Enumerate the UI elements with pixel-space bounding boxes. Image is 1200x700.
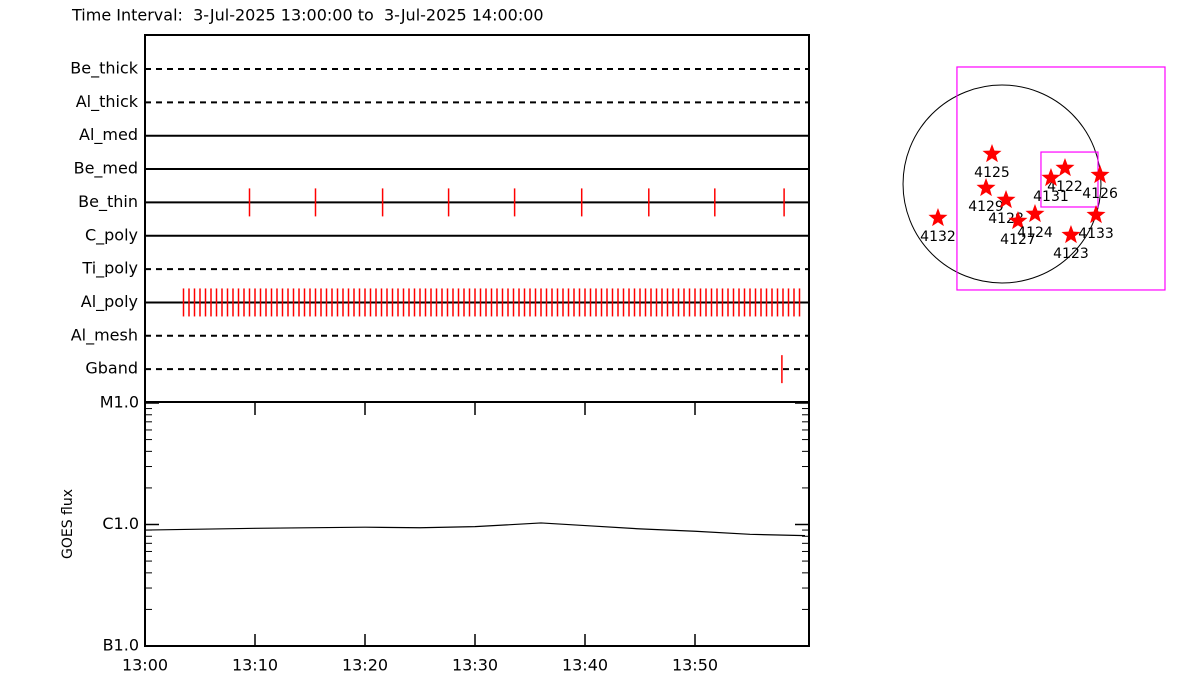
y-tick-label: B1.0 [103,636,139,655]
active-region [1008,211,1028,230]
filter-label: Ti_poly [81,259,138,279]
filter-label: Be_thin [78,192,138,212]
x-tick-label: 13:20 [342,656,388,675]
filter-label: Al_med [79,125,138,145]
y-tick-label: M1.0 [100,393,139,412]
region-label: 4122 [1047,179,1083,195]
region-label: 4129 [968,199,1004,215]
active-region [976,178,996,197]
active-region [1061,225,1081,244]
x-tick-label: 13:00 [122,656,168,675]
region-label: 4133 [1078,226,1114,242]
x-tick-label: 13:50 [672,656,718,675]
region-label: 4126 [1082,186,1118,202]
x-tick-label: 13:40 [562,656,608,675]
region-label: 4123 [1053,246,1089,262]
filter-label: Gband [85,359,138,378]
goes-curve [144,522,806,537]
active-region [1090,165,1110,184]
title: Time Interval: 3-Jul-2025 13:00:00 to 3-… [71,6,544,25]
timeline-frame [144,34,810,403]
filter-label: Al_poly [81,292,138,312]
filter-label: Al_thick [76,92,139,112]
filter-label: Al_mesh [71,325,138,345]
active-region [1041,168,1061,187]
region-label: 4127 [1000,232,1036,248]
solar-limb [902,84,1102,284]
region-label: 4132 [920,229,956,245]
x-tick-label: 13:30 [452,656,498,675]
filter-label: Be_med [74,159,138,179]
y-tick-label: C1.0 [102,514,139,533]
active-region [928,208,948,227]
y-axis-label: GOES flux [60,489,76,559]
fov-box [956,66,1166,291]
region-label: 4124 [1017,225,1053,241]
active-region [996,189,1016,209]
region-label: 4131 [1033,189,1069,205]
active-region [1055,158,1075,177]
active-region [1025,204,1045,223]
active-region [1086,205,1106,224]
filter-label: Be_thick [70,59,138,79]
filter-label: C_poly [85,225,138,245]
goes-frame [144,401,810,647]
x-tick-label: 13:10 [232,656,278,675]
active-region [982,144,1002,163]
region-label: 4125 [974,165,1010,181]
